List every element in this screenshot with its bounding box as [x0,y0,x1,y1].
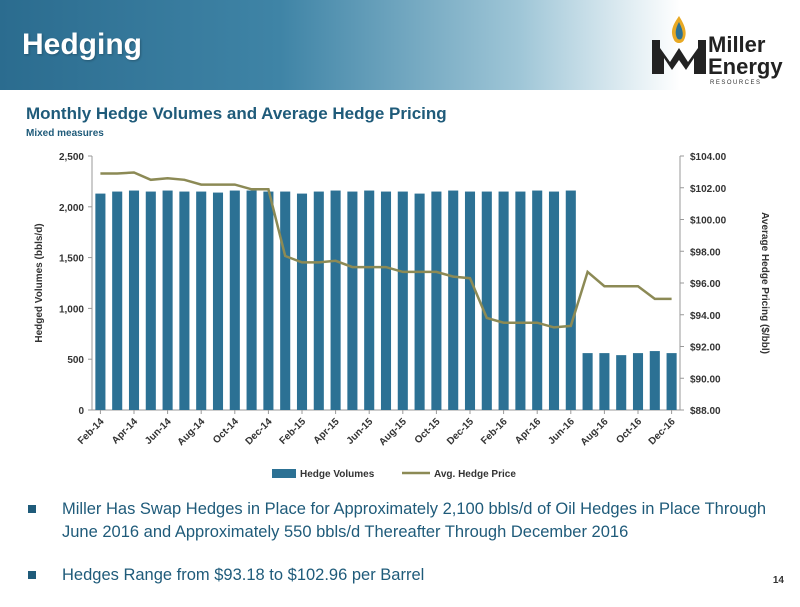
hedge-volume-bar [296,193,308,410]
hedge-volume-bar [246,190,257,410]
y2-tick-label: $90.00 [690,374,721,385]
y-tick-label: 2,000 [59,203,84,214]
x-tick-label: Aug-15 [377,416,409,448]
bullet-list: Miller Has Swap Hedges in Place for Appr… [28,498,788,607]
hedge-volume-bar [649,351,660,410]
hedge-volume-bar [145,191,156,410]
legend-bar-swatch [272,469,296,478]
hedge-volume-bar [431,191,442,410]
bullet-text: Hedges Range from $93.18 to $102.96 per … [62,566,425,584]
logo-word-1: Miller [708,32,766,57]
hedge-volume-bar [498,191,509,410]
logo-word-2: Energy [708,54,783,79]
y-axis-title: Hedged Volumes (bbls/d) [34,223,45,342]
logo-subtext: RESOURCES [710,80,762,86]
legend-label-price: Avg. Hedge Price [434,469,516,480]
bullet-text: Miller Has Swap Hedges in Place for Appr… [62,500,767,541]
hedge-volume-bar [380,191,392,410]
flame-m-icon [652,16,706,74]
hedge-volume-bar [515,191,526,410]
x-tick-label: Oct-16 [614,416,644,446]
x-tick-label: Feb-14 [76,416,107,447]
bullet-square-icon [28,571,36,579]
y2-tick-label: $104.00 [690,152,727,163]
hedge-volume-bar [347,191,358,410]
chart-title: Monthly Hedge Volumes and Average Hedge … [26,104,447,123]
hedge-volume-bar [666,353,677,410]
hedge-chart: 0 500 1,000 1,500 2,000 2,500 $88.00 $90.00 $92.… [34,152,770,480]
x-tick-label: Oct-14 [211,416,241,446]
hedge-volume-bar [481,191,492,410]
hedge-volume-bar [330,190,341,410]
x-tick-label: Dec-15 [445,416,476,447]
x-tick-label: Feb-16 [479,416,510,447]
hedge-volume-bar [95,193,106,410]
bullet-item: Hedges Range from $93.18 to $102.96 per … [28,564,788,587]
page-number: 14 [772,575,784,586]
hedge-volume-bar [582,353,593,410]
y2-tick-label: $94.00 [690,311,721,322]
hedge-volume-bar [112,191,123,410]
hedge-volume-bar [162,190,173,410]
x-tick-label: Dec-16 [647,416,678,447]
bullet-square-icon [28,505,36,513]
x-tick-label: Apr-15 [312,416,342,446]
y2-axis-title: Average Hedge Pricing ($/bbl) [759,212,770,354]
hedge-volume-bar [128,190,140,410]
x-tick-label: Jun-15 [345,416,376,447]
legend-label-volumes: Hedge Volumes [300,469,375,480]
x-tick-label: Aug-14 [176,416,208,448]
hedge-volume-bar [364,190,375,410]
x-tick-label: Dec-14 [244,416,275,447]
avg-hedge-price-line [100,171,672,329]
y2-tick-label: $96.00 [690,279,721,290]
hedge-volume-bar [464,191,476,410]
chart-subtitle: Mixed measures [26,128,104,139]
x-tick-label: Aug-16 [579,416,611,448]
x-tick-label: Apr-16 [513,416,543,446]
x-tick-label: Jun-14 [143,416,174,447]
hedge-volume-bar [448,190,459,410]
x-tick-label: Apr-14 [110,416,140,446]
y-tick-label: 0 [78,406,84,417]
hedge-volume-bar [414,193,425,410]
y-tick-label: 1,500 [59,254,84,265]
hedge-volume-bar [263,191,274,410]
hedge-volume-bar [616,355,627,410]
y2-tick-label: $92.00 [690,343,721,354]
hedge-volume-bar [196,191,207,410]
x-tick-label: Jun-16 [546,416,577,447]
hedge-volume-bar [548,191,560,410]
y2-tick-label: $88.00 [690,406,721,417]
hedge-volume-bar [632,353,644,410]
x-tick-label: Feb-15 [278,416,309,447]
hedge-volume-bar [212,192,224,410]
y-tick-label: 500 [67,355,84,366]
y2-tick-label: $102.00 [690,184,727,195]
hedge-volume-bar [280,191,291,410]
y2-tick-label: $98.00 [690,247,721,258]
header-banner [0,0,800,90]
hedge-volume-bar [229,190,240,410]
hedge-volume-bar [565,190,576,410]
y-tick-label: 2,500 [59,152,84,163]
hedge-volume-bar [532,190,543,410]
slide-title: Hedging [22,28,142,61]
y2-tick-label: $100.00 [690,216,727,227]
hedge-volume-bar [313,191,324,410]
hedge-volume-bar [397,191,408,410]
bullet-item: Miller Has Swap Hedges in Place for Appr… [28,498,788,544]
hedge-volume-bar [599,353,610,410]
hedge-volume-bar [179,191,190,410]
company-logo: Miller Energy RESOURCES [650,14,795,90]
y-tick-label: 1,000 [59,304,84,315]
x-tick-label: Oct-15 [413,416,443,446]
